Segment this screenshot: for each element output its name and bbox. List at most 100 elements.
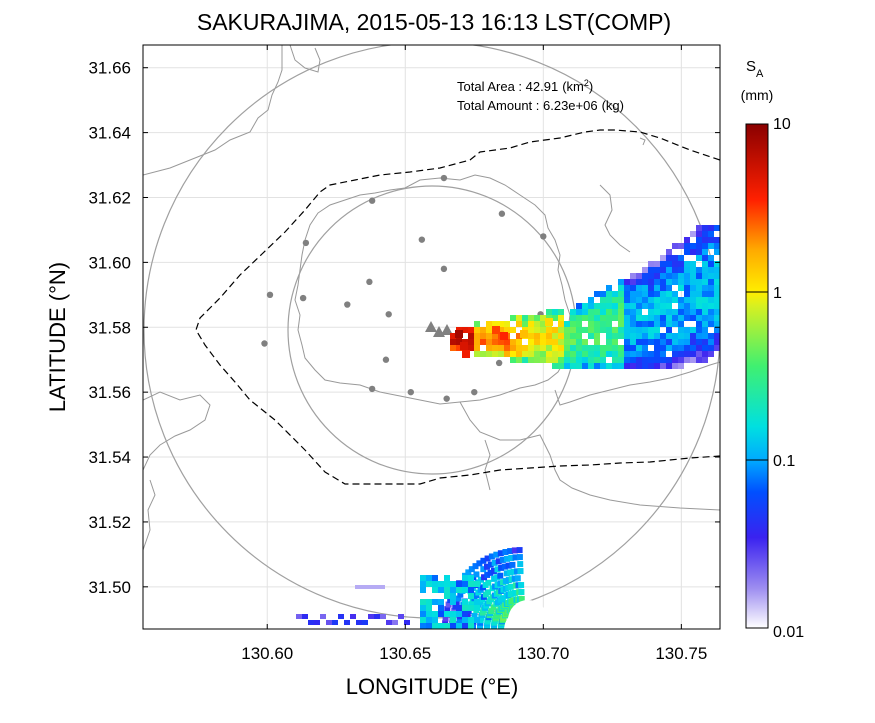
echo-cell bbox=[714, 333, 720, 339]
echo-cell bbox=[720, 285, 726, 291]
echo-cell-south bbox=[499, 556, 506, 563]
echo-cell bbox=[510, 315, 516, 321]
total-area-unit-sup: 2 bbox=[584, 78, 589, 88]
y-tick-label: 31.50 bbox=[88, 578, 131, 597]
echo-cell bbox=[552, 351, 558, 357]
echo-cell bbox=[516, 357, 522, 363]
colorbar-tick-label: 10 bbox=[773, 116, 791, 133]
echo-cell bbox=[588, 297, 594, 303]
echo-cell bbox=[630, 273, 636, 279]
echo-cell-south bbox=[420, 575, 426, 581]
echo-cell bbox=[618, 291, 624, 297]
echo-cell-south bbox=[474, 599, 480, 605]
echo-cell bbox=[690, 273, 696, 279]
echo-cell bbox=[720, 315, 726, 321]
echo-cell-south bbox=[510, 568, 517, 575]
echo-cell bbox=[606, 297, 612, 303]
echo-cell bbox=[690, 297, 696, 303]
echo-cell-south bbox=[484, 571, 491, 578]
echo-cell bbox=[660, 261, 666, 267]
echo-cell bbox=[696, 333, 702, 339]
echo-cell bbox=[714, 315, 720, 321]
echo-cell bbox=[540, 327, 546, 333]
echo-cell-south bbox=[438, 599, 444, 605]
echo-cell bbox=[684, 237, 690, 243]
echo-cell-south bbox=[442, 615, 449, 622]
echo-cell bbox=[600, 303, 606, 309]
echo-cell bbox=[630, 297, 636, 303]
total-area-unit-close: ) bbox=[589, 79, 593, 94]
echo-cell bbox=[528, 333, 534, 339]
echo-cell bbox=[720, 273, 726, 279]
echo-cell bbox=[630, 333, 636, 339]
echo-cell bbox=[576, 321, 582, 327]
echo-cell-south bbox=[450, 593, 456, 599]
echo-cell bbox=[618, 357, 624, 363]
echo-cell bbox=[690, 333, 696, 339]
colorbar-unit: (mm) bbox=[741, 87, 774, 103]
echo-cell bbox=[678, 363, 684, 369]
echo-cell bbox=[450, 333, 456, 339]
echo-cell bbox=[696, 267, 702, 273]
echo-cell bbox=[666, 363, 672, 369]
echo-cell bbox=[510, 357, 516, 363]
total-amount-value: 6.23e+06 bbox=[543, 98, 598, 113]
echo-cell bbox=[690, 345, 696, 351]
echo-cell-south bbox=[462, 623, 468, 629]
station-marker bbox=[344, 301, 351, 308]
echo-cell bbox=[702, 357, 708, 363]
axes-frame bbox=[142, 44, 721, 630]
echo-cell bbox=[684, 291, 690, 297]
echo-cell-south bbox=[517, 561, 524, 568]
echo-cell bbox=[504, 345, 510, 351]
echo-cell-streak bbox=[296, 614, 302, 619]
x-tick-label: 130.75 bbox=[655, 644, 707, 663]
echo-cell bbox=[678, 285, 684, 291]
echo-cell-streak bbox=[379, 585, 385, 589]
echo-cell bbox=[534, 345, 540, 351]
echo-cell bbox=[702, 333, 708, 339]
echo-cell bbox=[522, 345, 528, 351]
echo-cell bbox=[612, 363, 618, 369]
echo-cell bbox=[678, 333, 684, 339]
station-marker bbox=[266, 291, 274, 299]
echo-cell bbox=[534, 315, 540, 321]
echo-cell bbox=[492, 321, 498, 327]
echo-cell bbox=[666, 327, 672, 333]
echo-cell bbox=[696, 297, 702, 303]
echo-cell-streak bbox=[386, 620, 392, 625]
echo-cell bbox=[672, 357, 678, 363]
echo-cell bbox=[612, 291, 618, 297]
echo-cell bbox=[672, 267, 678, 273]
echo-cell-south bbox=[432, 587, 438, 593]
echo-cell bbox=[552, 357, 558, 363]
echo-cell bbox=[666, 333, 672, 339]
echo-cell bbox=[708, 273, 714, 279]
echo-cell-south bbox=[480, 557, 487, 564]
echo-cell bbox=[690, 315, 696, 321]
echo-cell-south bbox=[456, 617, 463, 624]
echo-cell bbox=[612, 303, 618, 309]
echo-cell bbox=[588, 309, 594, 315]
colorbar-label-sub: A bbox=[756, 68, 764, 80]
echo-cell-south bbox=[511, 589, 518, 596]
echo-cell bbox=[564, 327, 570, 333]
echo-cell-south bbox=[438, 611, 444, 617]
echo-cell bbox=[648, 291, 654, 297]
echo-cell bbox=[636, 357, 642, 363]
echo-cell bbox=[690, 303, 696, 309]
echo-cell bbox=[696, 357, 702, 363]
echo-cell bbox=[648, 261, 654, 267]
echo-cell bbox=[612, 327, 618, 333]
echo-cell-south bbox=[493, 551, 500, 558]
echo-cell bbox=[696, 327, 702, 333]
echo-cell bbox=[582, 315, 588, 321]
echo-cell bbox=[630, 279, 636, 285]
echo-cell bbox=[642, 297, 648, 303]
echo-cell-south bbox=[426, 611, 432, 617]
echo-cell bbox=[660, 363, 666, 369]
echo-cell-south bbox=[455, 595, 462, 602]
echo-cell bbox=[642, 315, 648, 321]
echo-cell bbox=[552, 327, 558, 333]
